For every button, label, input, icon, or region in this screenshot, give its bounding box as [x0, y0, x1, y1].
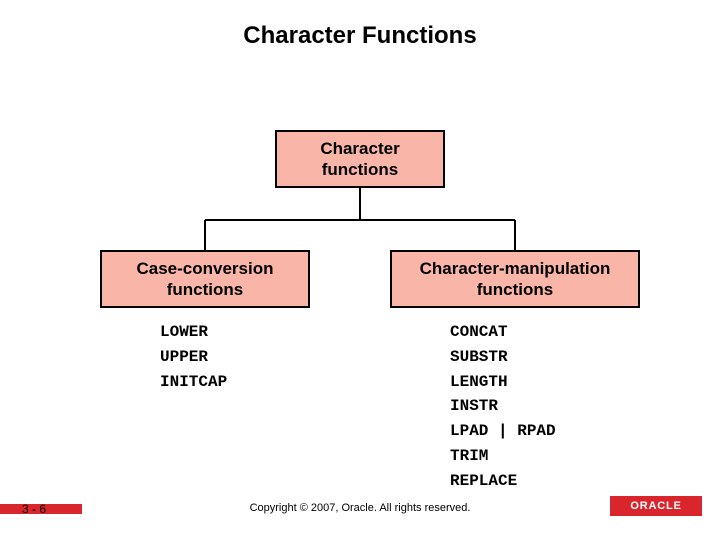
oracle-logo: ORACLE	[610, 496, 702, 516]
footer: 3 - 6 Copyright © 2007, Oracle. All righ…	[0, 498, 720, 522]
function-list-manip: CONCATSUBSTRLENGTHINSTRLPAD | RPADTRIMRE…	[450, 320, 556, 494]
oracle-logo-text: ORACLE	[630, 500, 681, 512]
slide-title: Character Functions	[0, 22, 720, 50]
child-node-char-manipulation: Character-manipulationfunctions	[390, 250, 640, 308]
function-list-case: LOWERUPPERINITCAP	[160, 320, 227, 394]
root-node: Characterfunctions	[275, 130, 445, 188]
child-node-case-conversion: Case-conversionfunctions	[100, 250, 310, 308]
